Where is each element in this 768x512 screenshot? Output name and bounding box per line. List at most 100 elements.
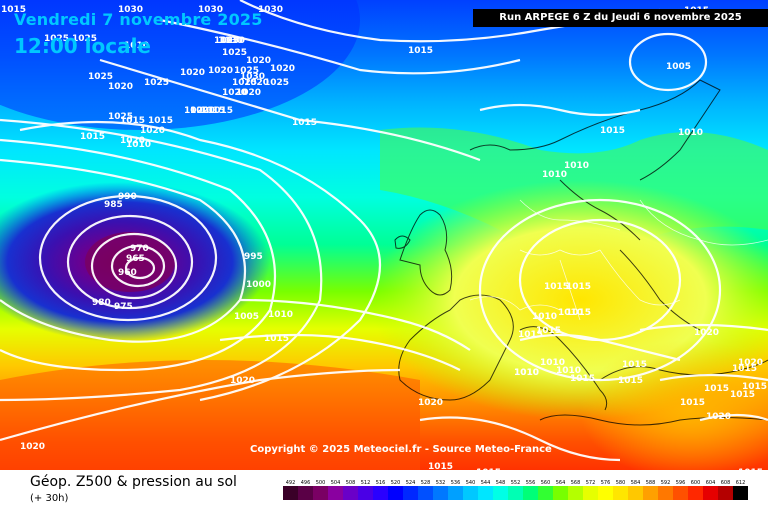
isobar-label: 1015 [148,116,173,126]
forecast-date: Vendredi 7 novembre 2025 [14,10,263,29]
color-scale-swatch [673,486,688,500]
map-title: Géop. Z500 & pression au sol [30,474,237,490]
color-scale-label: 608 [721,480,731,486]
isobar-label: 1015 [518,330,543,340]
color-scale-label: 492 [286,480,296,486]
color-scale-swatch [643,486,658,500]
isobar-label: 1030 [118,5,143,15]
color-scale-swatch [658,486,673,500]
isobar-label: 1020 [20,442,45,452]
color-scale-label: 560 [541,480,551,486]
color-scale-label: 592 [661,480,671,486]
color-scale-swatch [703,486,718,500]
isobar-label: 1015 [200,106,225,116]
warm-shading-southeast [580,340,768,470]
isobar-label: 975 [114,302,133,312]
isobar-label: 1020 [184,106,209,116]
color-scale-swatch [553,486,568,500]
isobar-label: 1020 [236,88,261,98]
color-scale-label: 496 [301,480,311,486]
color-scale-swatch [568,486,583,500]
color-scale-swatch [463,486,478,500]
country-borders [469,199,768,321]
isobar-label: 1020 [208,66,233,76]
isobar-label: 995 [244,252,263,262]
color-scale-swatch [688,486,703,500]
isobar-label: 1020 [120,136,145,146]
isobar-label: 1010 [532,312,557,322]
isobar-label: 990 [118,192,137,202]
isobar-label: 1020 [108,82,133,92]
isobar-label: 1010 [514,368,539,378]
color-scale-swatch [283,486,298,500]
isobar-label: 1015 [566,282,591,292]
isobar-label: 1020 [270,64,295,74]
bottom-legend-bar: Géop. Z500 & pression au sol (+ 30h) 492… [0,470,768,512]
color-scale-label: 568 [571,480,581,486]
isobar-label: 1010 [542,170,567,180]
isobar-label: 1020 [190,106,215,116]
color-scale-swatch [388,486,403,500]
color-scale-label: 532 [436,480,446,486]
color-scale-label: 552 [511,480,521,486]
color-scale-swatch [508,486,523,500]
isobar-label: 1025 [88,72,113,82]
color-scale-label: 584 [631,480,641,486]
isobar-label: 1015 [264,334,289,344]
color-scale-label: 612 [736,480,746,486]
isobar-label: 1005 [666,62,691,72]
color-scale-swatch [733,486,748,500]
color-scale-swatch [433,486,448,500]
color-scale-swatch [373,486,388,500]
isobar-label: 1030 [240,72,265,82]
isobar-label: 1015 [742,382,767,392]
color-scale-label: 524 [406,480,416,486]
northern-trough-shading [0,0,360,130]
color-scale-swatch [598,486,613,500]
isobar-label: 1020 [180,68,205,78]
isobar-label: 1020 [244,78,269,88]
isobar-label: 1010 [556,366,581,376]
isobar-label: 1025 [144,78,169,88]
color-scale-label: 536 [451,480,461,486]
isobar-label: 1025 [264,78,289,88]
isobar-label: 985 [104,200,123,210]
color-scale-swatch [448,486,463,500]
color-scale-label: 604 [706,480,716,486]
color-scale-label: 544 [481,480,491,486]
color-scale-label: 576 [601,480,611,486]
isobar-label: 1015 [600,126,625,136]
isobar-label: 1025 [222,48,247,58]
color-scale-label: 504 [331,480,341,486]
isobar-label: 1030 [258,5,283,15]
color-scale-label: 548 [496,480,506,486]
isobar-label: 1015 [120,116,145,126]
color-scale-swatch [298,486,313,500]
copyright-notice: Copyright © 2025 Meteociel.fr - Source M… [250,444,552,455]
color-scale-label: 516 [376,480,386,486]
isobar-label: 1015 [408,46,433,56]
color-scale-label: 540 [466,480,476,486]
color-scale-swatch [478,486,493,500]
isobar-label: 1010 [268,310,293,320]
isobar-label: 1025 [108,112,133,122]
color-scale-label: 600 [691,480,701,486]
isobar-label: 1030 [220,36,245,46]
color-scale-swatch [328,486,343,500]
color-scale-swatch [583,486,598,500]
isobar-label: 1030 [198,5,223,15]
isobar-label: 1010 [126,140,151,150]
isobar-label: 1015 [738,468,763,470]
isobar-label: 1015 [428,462,453,470]
isobar-label: 1015 [704,384,729,394]
color-scale-label: 564 [556,480,566,486]
isobar-label: 1010 [564,161,589,171]
color-scale-swatch [493,486,508,500]
color-scale-label: 588 [646,480,656,486]
isobar-label: 1015 [732,364,757,374]
isobar-label: 1015 [618,376,643,386]
color-scale-swatch [628,486,643,500]
color-scale-label: 500 [316,480,326,486]
isobar-label: 970 [130,244,149,254]
